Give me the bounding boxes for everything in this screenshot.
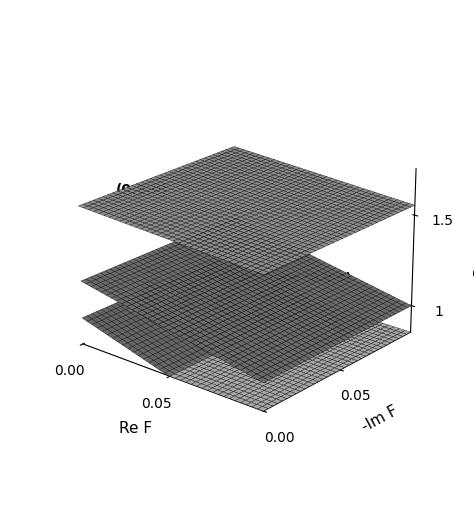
- X-axis label: Re F: Re F: [119, 421, 153, 436]
- Y-axis label: -Im F: -Im F: [360, 403, 401, 434]
